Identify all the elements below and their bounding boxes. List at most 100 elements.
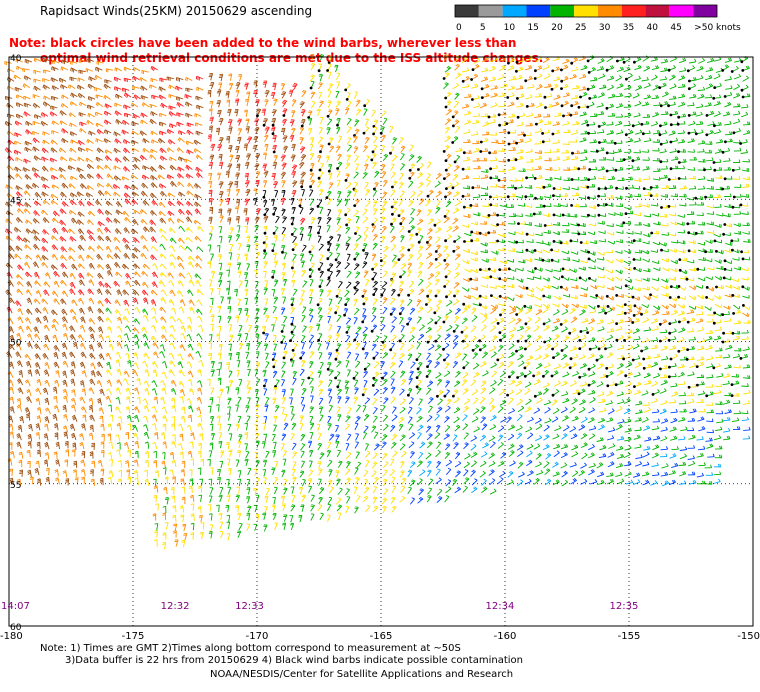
contamination-dot <box>382 341 385 344</box>
contamination-dot <box>335 358 338 361</box>
note-line-2: optimal wind retrieval conditions are me… <box>40 51 543 65</box>
contamination-dot <box>571 152 574 155</box>
contamination-dot <box>506 96 509 99</box>
contamination-dot <box>353 258 356 261</box>
contamination-dot <box>723 223 726 226</box>
contamination-dot <box>526 105 529 108</box>
contamination-dot <box>534 267 537 270</box>
contamination-dot <box>721 188 724 191</box>
contamination-dot <box>334 311 337 314</box>
contamination-dot <box>552 133 555 136</box>
contamination-dot <box>578 106 581 109</box>
colorbar-label: 30 <box>599 23 611 33</box>
contamination-dot <box>507 195 510 198</box>
contamination-dot <box>742 258 745 261</box>
contamination-dot <box>659 368 662 371</box>
contamination-dot <box>633 61 636 64</box>
contamination-dot <box>526 233 529 236</box>
contamination-dot <box>740 357 743 360</box>
contamination-dot <box>731 394 734 397</box>
colorbar-label: 35 <box>623 23 634 33</box>
contamination-dot <box>670 358 673 361</box>
colorbar-segment <box>479 5 503 17</box>
colorbar-segment <box>503 5 527 17</box>
contamination-dot <box>551 70 554 73</box>
contamination-dot <box>353 204 356 207</box>
contamination-dot <box>560 80 563 83</box>
contamination-dot <box>319 285 322 288</box>
contamination-dot <box>660 206 663 209</box>
contamination-dot <box>496 240 499 243</box>
contamination-dot <box>560 286 563 289</box>
contamination-dot <box>668 205 671 208</box>
colorbar-label: >50 knots <box>694 23 741 33</box>
contamination-dot <box>496 359 499 362</box>
contamination-dot <box>634 304 637 307</box>
contamination-dot <box>633 239 636 242</box>
contamination-dot <box>372 150 375 153</box>
contamination-dot <box>724 140 727 143</box>
contamination-dot <box>525 176 528 179</box>
contamination-dot <box>433 311 436 314</box>
contamination-dot <box>614 142 617 145</box>
contamination-dot <box>370 159 373 162</box>
contamination-dot <box>578 339 581 342</box>
contamination-dot <box>623 61 626 64</box>
contamination-dot <box>444 196 447 199</box>
contamination-dot <box>408 177 411 180</box>
contamination-dot <box>640 350 643 353</box>
contamination-dot <box>659 133 662 136</box>
contamination-dot <box>696 384 699 387</box>
contamination-dot <box>399 276 402 279</box>
contamination-dot <box>444 215 447 218</box>
contamination-dot <box>461 331 464 334</box>
contamination-dot <box>417 368 420 371</box>
contamination-dot <box>488 268 491 271</box>
colorbar-segment <box>455 5 479 17</box>
contamination-dot <box>309 185 312 188</box>
contamination-dot <box>633 314 636 317</box>
contamination-dot <box>660 143 663 146</box>
contamination-dot <box>479 303 482 306</box>
contamination-dot <box>686 358 689 361</box>
contamination-dot <box>524 348 527 351</box>
longitude-label: -170 <box>246 631 269 642</box>
contamination-dot <box>283 114 286 117</box>
contamination-dot <box>300 185 303 188</box>
contamination-dot <box>606 375 609 378</box>
contamination-dot <box>472 349 475 352</box>
colorbar-segment <box>550 5 574 17</box>
contamination-dot <box>307 377 310 380</box>
contamination-dot <box>489 275 492 278</box>
contamination-dot <box>381 377 384 380</box>
time-label: 12:34 <box>486 601 515 612</box>
contamination-dot <box>317 303 320 306</box>
contamination-dot <box>604 312 607 315</box>
colorbar-segment <box>646 5 670 17</box>
contamination-dot <box>262 332 265 335</box>
contamination-dot <box>721 313 724 316</box>
contamination-dot <box>397 294 400 297</box>
contamination-dot <box>695 232 698 235</box>
contamination-dot <box>686 222 689 225</box>
contamination-dot <box>586 124 589 127</box>
contamination-dot <box>336 349 339 352</box>
contamination-dot <box>496 223 499 226</box>
contamination-dot <box>739 142 742 145</box>
contamination-dot <box>658 86 661 89</box>
contamination-dot <box>534 197 537 200</box>
contamination-dot <box>371 330 374 333</box>
contamination-dot <box>587 88 590 91</box>
contamination-dot <box>489 196 492 199</box>
contamination-dot <box>632 359 635 362</box>
contamination-dot <box>733 196 736 199</box>
contamination-dot <box>499 295 502 298</box>
contamination-dot <box>705 394 708 397</box>
contamination-dot <box>713 322 716 325</box>
contamination-dot <box>391 186 394 189</box>
contamination-dot <box>633 258 636 261</box>
contamination-dot <box>741 285 744 288</box>
contamination-dot <box>523 134 526 137</box>
contamination-dot <box>561 104 564 107</box>
contamination-dot <box>578 347 581 350</box>
